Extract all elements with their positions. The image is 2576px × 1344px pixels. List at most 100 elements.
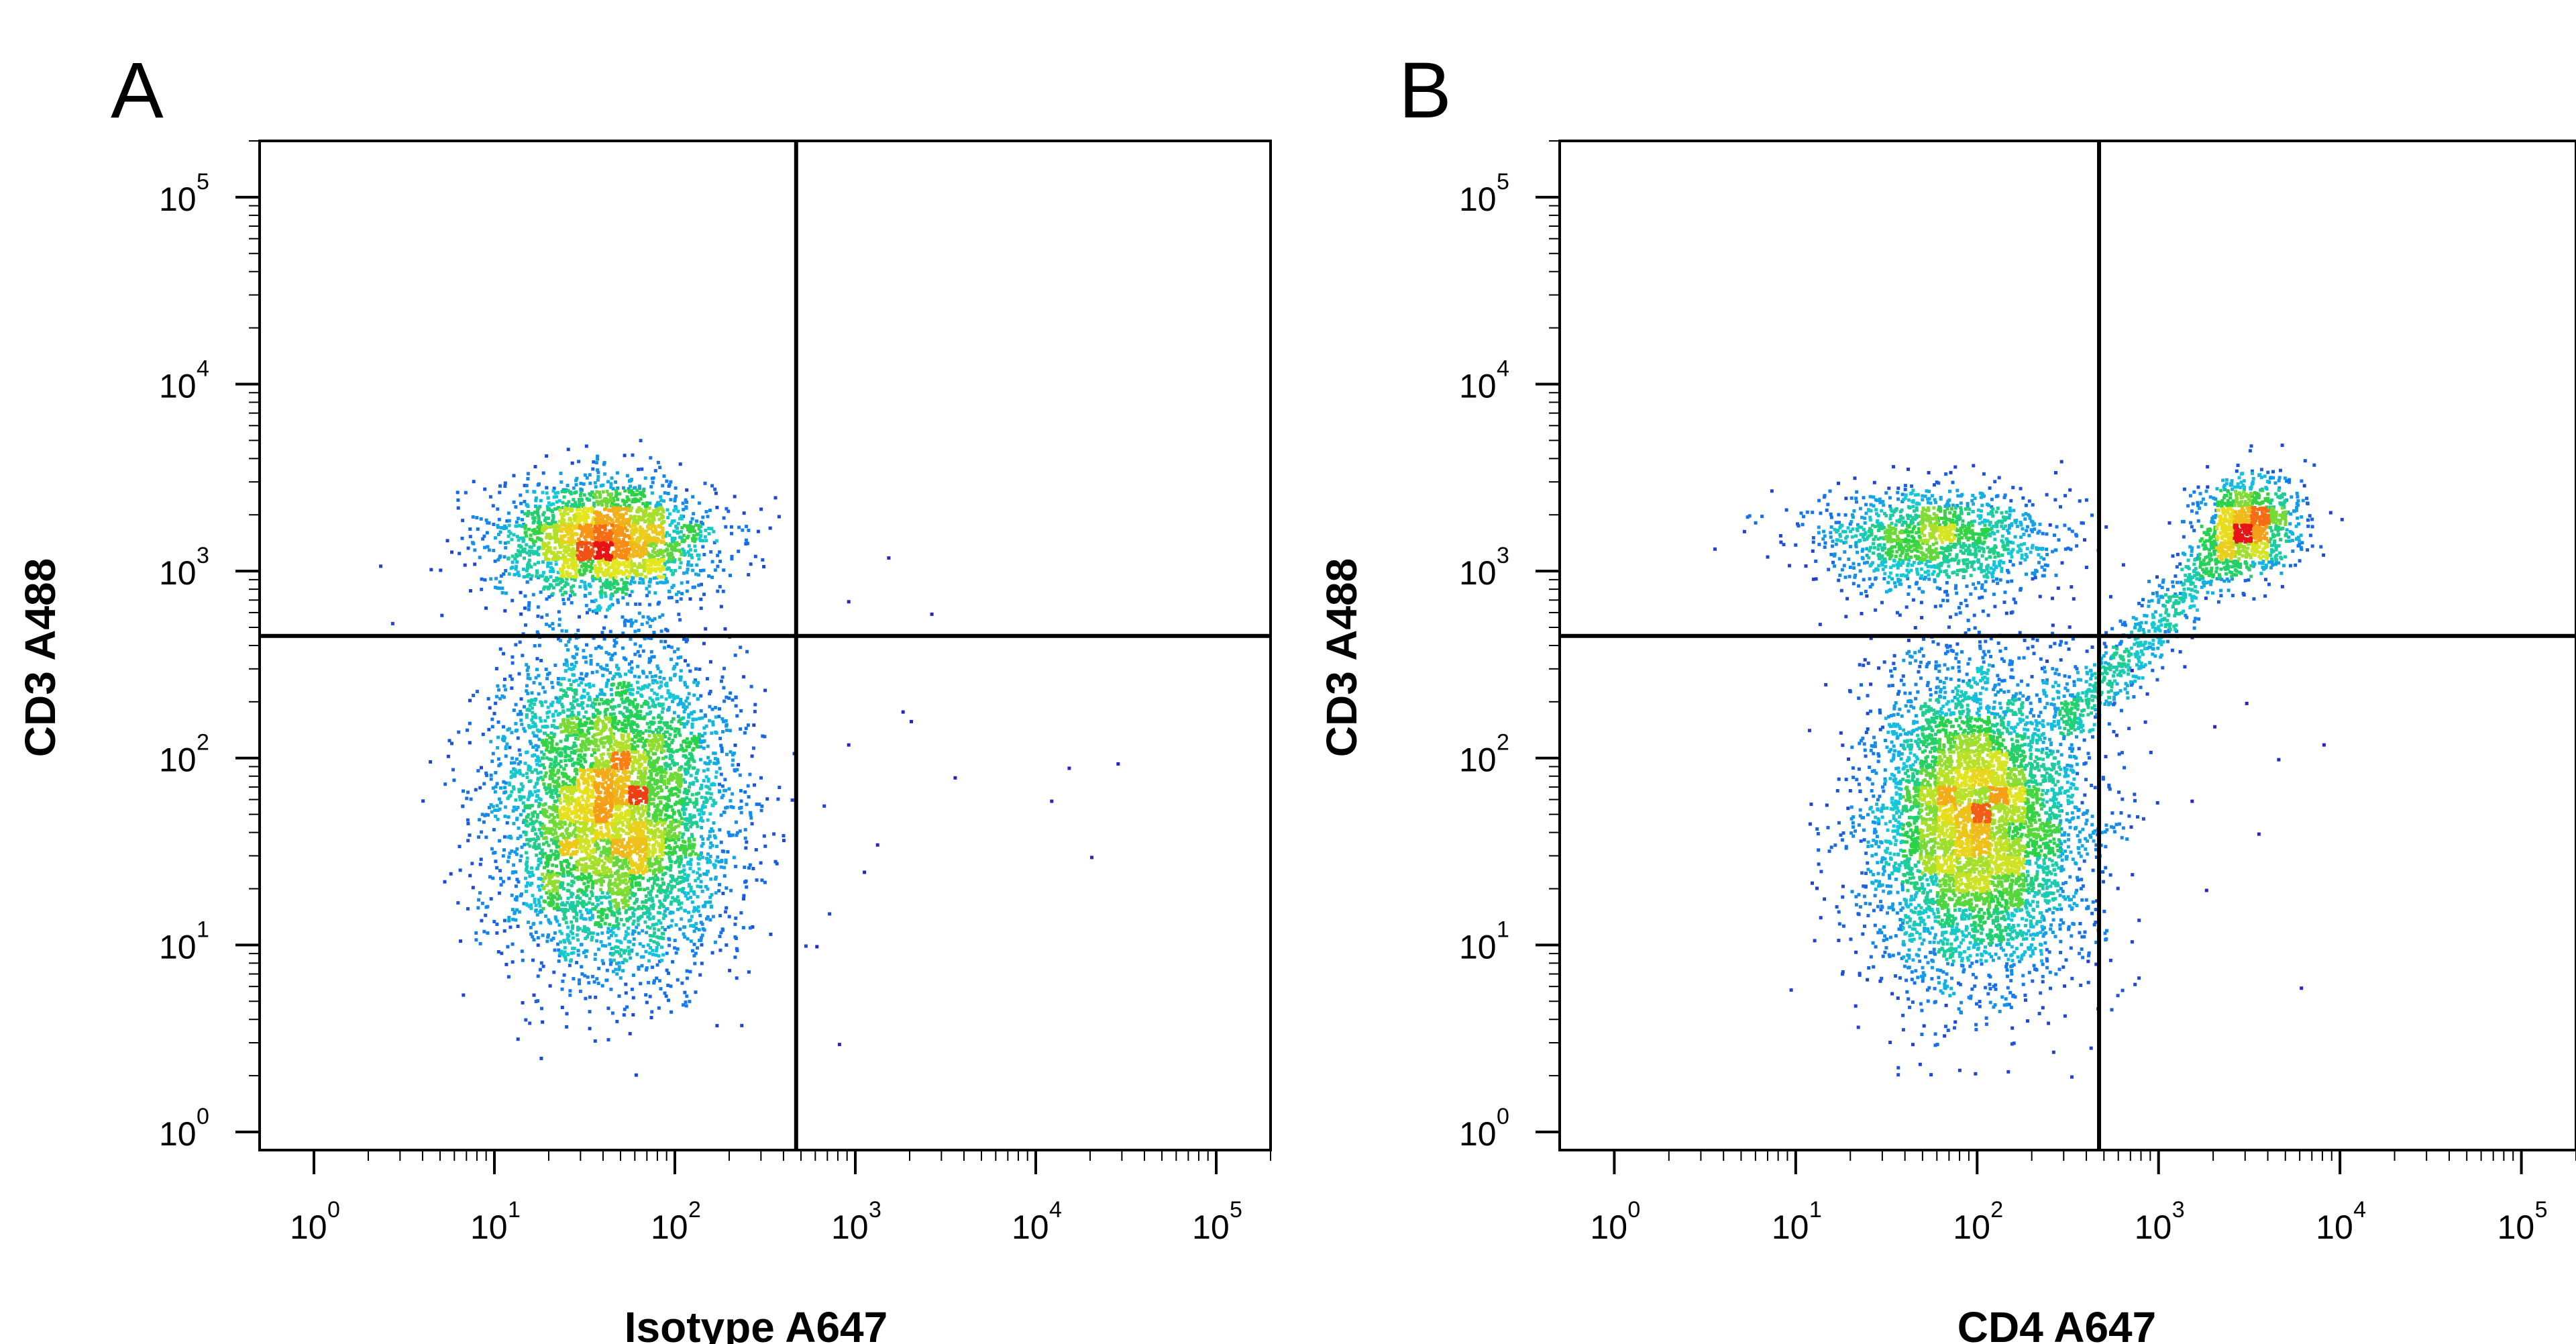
event-point (690, 823, 694, 827)
event-point (574, 678, 578, 682)
event-point (529, 565, 533, 569)
event-point (624, 911, 628, 915)
event-point (701, 819, 705, 823)
event-point (612, 712, 616, 716)
event-point (649, 456, 653, 460)
event-point (625, 891, 629, 895)
event-point (588, 498, 592, 502)
event-point (545, 505, 549, 509)
event-point (553, 773, 557, 777)
event-point (663, 872, 667, 876)
event-point (537, 517, 541, 521)
event-point (651, 903, 655, 907)
event-point (706, 515, 710, 519)
event-point (535, 571, 539, 575)
event-point (639, 784, 643, 788)
event-point (536, 614, 540, 618)
event-point (631, 996, 635, 1000)
event-point (645, 721, 649, 725)
event-point (647, 814, 651, 818)
event-point (667, 925, 671, 929)
event-point (544, 668, 548, 671)
event-point (552, 815, 556, 819)
event-point (665, 508, 669, 512)
events (379, 439, 1120, 1077)
event-point (489, 897, 493, 901)
event-point (670, 838, 674, 842)
event-point (672, 548, 676, 552)
event-point (548, 984, 552, 988)
event-point (718, 782, 721, 786)
event-point (679, 655, 683, 659)
event-point (531, 745, 535, 749)
event-point (692, 909, 696, 913)
event-point (614, 968, 618, 972)
event-point (515, 553, 519, 557)
event-point (647, 725, 651, 729)
event-point (621, 685, 625, 689)
event-point (561, 694, 566, 697)
event-point (545, 733, 549, 737)
event-point (660, 514, 664, 518)
event-point (645, 501, 649, 505)
event-point (731, 792, 735, 796)
event-point (630, 885, 634, 889)
event-point (666, 708, 670, 712)
event-point (552, 735, 556, 739)
event-point (648, 797, 652, 801)
event-point (549, 758, 553, 762)
event-point (539, 877, 543, 881)
event-point (720, 717, 724, 721)
event-point (561, 506, 565, 509)
event-point (536, 745, 540, 749)
event-point (590, 762, 593, 766)
event-point (685, 570, 689, 574)
event-point (566, 648, 570, 652)
event-point (510, 893, 514, 897)
event-point (655, 860, 659, 864)
event-point (738, 829, 742, 833)
event-point (575, 772, 579, 776)
event-point (747, 970, 751, 974)
event-point (582, 493, 586, 497)
event-point (653, 674, 657, 678)
event-point (656, 768, 659, 772)
event-point (577, 498, 581, 502)
event-point (560, 490, 564, 494)
event-point (555, 742, 559, 746)
event-point (623, 619, 627, 622)
event-point (659, 747, 663, 752)
event-point (572, 829, 576, 833)
event-point (564, 738, 568, 742)
event-point (642, 717, 646, 721)
event-point (621, 690, 624, 694)
event-point (500, 526, 504, 529)
event-point (525, 862, 528, 866)
event-point (564, 669, 568, 673)
event-point (722, 811, 726, 814)
event-point (661, 510, 665, 514)
event-point (618, 865, 622, 869)
event-point (540, 615, 544, 619)
event-point (702, 726, 706, 730)
event-point (669, 880, 673, 884)
event-point (489, 803, 493, 807)
event-point (690, 517, 694, 521)
event-point (638, 737, 642, 741)
event-point (704, 796, 707, 800)
event-point (546, 577, 549, 581)
event-point (515, 535, 519, 539)
event-point (616, 582, 620, 586)
event-point (663, 991, 667, 995)
event-point (644, 905, 648, 909)
event-point (547, 784, 551, 788)
event-point (547, 710, 551, 714)
event-point (657, 899, 661, 903)
event-point (719, 772, 723, 776)
event-point (706, 852, 710, 856)
event-point (710, 484, 714, 488)
event-point (724, 695, 729, 699)
event-point (529, 907, 533, 911)
event-point (697, 928, 701, 932)
event-point (584, 721, 588, 725)
